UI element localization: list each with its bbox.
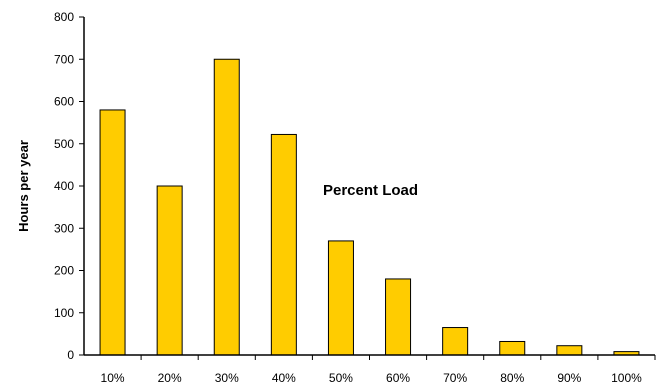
percent-load-annotation: Percent Load [323, 182, 418, 199]
bars-group [99, 58, 640, 356]
y-tick-label: 200 [54, 264, 74, 278]
y-tick-label: 700 [54, 52, 74, 66]
bar-70pct [442, 327, 469, 356]
y-tick-label: 300 [54, 221, 74, 235]
x-tick-label: 60% [386, 371, 410, 385]
x-tick-label: 50% [329, 371, 353, 385]
y-tick-label: 400 [54, 179, 74, 193]
bar-90pct [556, 345, 583, 356]
y-axis-title: Hours per year [16, 140, 31, 232]
bar-40pct [270, 133, 297, 356]
x-tick-label: 20% [158, 371, 182, 385]
y-axis-ticks: 0 100 200 300 400 500 600 700 800 [54, 10, 84, 362]
x-tick-label: 100% [611, 371, 642, 385]
y-tick-label: 0 [67, 348, 74, 362]
x-tick-label: 10% [101, 371, 125, 385]
x-tick-label: 80% [500, 371, 524, 385]
bar-20pct [156, 185, 183, 356]
bar-60pct [385, 278, 412, 356]
y-tick-label: 600 [54, 95, 74, 109]
x-axis-ticks: 10% 20% 30% 40% 50% 60% 70% 80% 90% 100% [101, 355, 656, 385]
bar-50pct [327, 240, 354, 356]
bar-10pct [99, 109, 126, 356]
x-tick-label: 30% [215, 371, 239, 385]
y-tick-label: 500 [54, 137, 74, 151]
x-tick-label: 40% [272, 371, 296, 385]
bar-80pct [499, 340, 526, 356]
bar-30pct [213, 58, 240, 356]
x-tick-label: 70% [443, 371, 467, 385]
y-tick-label: 800 [54, 10, 74, 24]
y-tick-label: 100 [54, 306, 74, 320]
x-tick-label: 90% [557, 371, 581, 385]
